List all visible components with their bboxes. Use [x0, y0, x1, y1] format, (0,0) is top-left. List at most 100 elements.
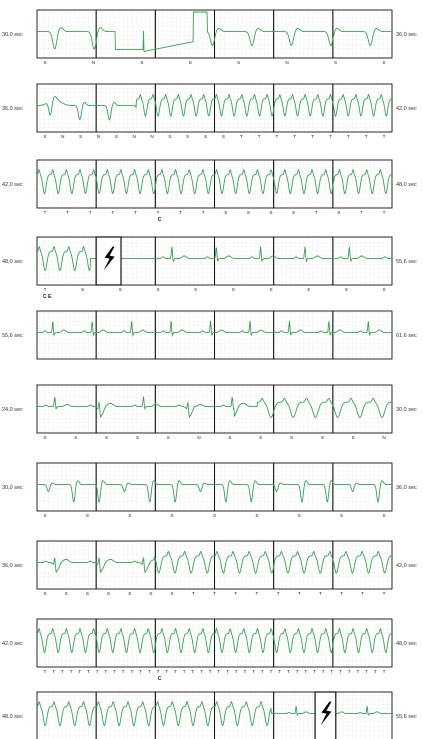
beat-label: T [287, 669, 290, 674]
beat-label: N [92, 60, 95, 65]
beat-label: T [183, 669, 186, 674]
beat-label: T [365, 669, 368, 674]
beat-label: T [44, 669, 47, 674]
beat-label: S [189, 60, 192, 65]
beat-label: S [119, 287, 122, 292]
shock-bolt-icon [103, 246, 115, 271]
strip-end-time: 48,0 sec [396, 182, 417, 188]
beat-label: S [292, 210, 295, 215]
beat-label: S [337, 210, 340, 215]
beat-label: S [213, 513, 216, 518]
strip-segment-frame [332, 540, 393, 590]
event-marker: E [48, 294, 52, 300]
beat-label: T [360, 210, 363, 215]
beat-label: T [122, 669, 125, 674]
strip-start-time: 36,0 sec [2, 563, 23, 569]
strip-end-time: 61,6 sec [396, 333, 417, 339]
event-marker: C [158, 217, 162, 223]
strip-end-time: 36,0 sec [396, 32, 417, 38]
strip-segment-frame [332, 9, 393, 59]
beat-label: T [209, 669, 212, 674]
beat-label: T [319, 591, 322, 596]
beat-label: S [186, 134, 189, 139]
beat-label: T [200, 669, 203, 674]
strip-segment-frame [332, 83, 393, 133]
strip-end-time: 30,0 sec [396, 407, 417, 413]
beat-label: S [167, 435, 170, 440]
beat-label: S [105, 435, 108, 440]
strip-end-time: 42,0 sec [396, 106, 417, 112]
beat-label: T [383, 591, 386, 596]
beat-label: T [304, 669, 307, 674]
beat-label: T [157, 210, 160, 215]
beat-label: S [43, 591, 46, 596]
ecg-strip: 48,0 sec 55,6 sec T S S S S S S S S S C E [2, 236, 417, 300]
beat-label: S [352, 435, 355, 440]
beat-label: T [111, 210, 114, 215]
beat-label: T [278, 669, 281, 674]
beat-label: T [258, 134, 261, 139]
beat-label: T [134, 210, 137, 215]
beat-label: T [44, 287, 47, 292]
ecg-trace [36, 168, 393, 195]
beat-label: T [217, 669, 220, 674]
beat-label: S [43, 513, 46, 518]
shock-box [314, 691, 337, 739]
beat-label: T [157, 669, 160, 674]
beat-label: T [235, 669, 238, 674]
strip-start-time: 30,0 sec [2, 485, 23, 491]
ecg-strip: 36,0 sec 42,0 sec S N S N S N N S S S S T T T T T T T T T [2, 83, 417, 139]
ecg-trace [37, 320, 392, 337]
beat-label: S [194, 287, 197, 292]
beat-label: T [174, 669, 177, 674]
strip-segment-frame [332, 310, 393, 360]
beat-label: T [61, 669, 64, 674]
beat-label: T [243, 669, 246, 674]
strip-segment-frame [332, 462, 393, 512]
beat-label: T [315, 210, 318, 215]
beat-label: T [340, 591, 343, 596]
strip-start-time: 30,0 sec [2, 32, 23, 38]
ecg-trace [36, 627, 393, 654]
ecg-strip: 30,0 sec 36,0 sec S S S S S S S S S [2, 462, 417, 518]
beat-label: S [222, 134, 225, 139]
beat-label: T [356, 669, 359, 674]
beat-label: T [165, 669, 168, 674]
strip-end-time: 48,0 sec [396, 641, 417, 647]
beat-label: S [128, 591, 131, 596]
beat-label: T [252, 669, 255, 674]
strip-end-time: 36,0 sec [396, 485, 417, 491]
beat-label: N [61, 134, 64, 139]
shock-bolt-icon [320, 701, 332, 726]
beat-label: S [345, 287, 348, 292]
beat-label: T [330, 669, 333, 674]
beat-label: T [311, 134, 314, 139]
ecg-strip: 36,0 sec 42,0 sec S S S S S S S T T T T T T T T T T [2, 540, 417, 596]
beat-label: S [307, 287, 310, 292]
strip-end-time: 55,6 sec [396, 714, 417, 720]
beat-label: S [259, 435, 262, 440]
beat-label: S [340, 513, 343, 518]
beat-label: T [191, 669, 194, 674]
beat-label: T [329, 134, 332, 139]
beat-label: N [197, 435, 200, 440]
strip-segment-frame [332, 236, 393, 286]
beat-label: N [97, 134, 100, 139]
ecg-trace [37, 480, 392, 504]
ecg-strip: 48,0 sec 55,6 sec [2, 691, 417, 739]
beat-label: T [139, 669, 142, 674]
beat-label: S [255, 513, 258, 518]
beat-label: T [383, 134, 386, 139]
beat-label: T [96, 669, 99, 674]
ecg-trace [37, 93, 392, 121]
event-marker: C [43, 294, 47, 300]
ecg-trace [37, 550, 392, 574]
beat-label: T [277, 591, 280, 596]
beat-label: S [382, 287, 385, 292]
beat-label: T [313, 669, 316, 674]
beat-label: S [168, 134, 171, 139]
beat-label: S [382, 513, 385, 518]
strip-start-time: 48,0 sec [2, 714, 23, 720]
